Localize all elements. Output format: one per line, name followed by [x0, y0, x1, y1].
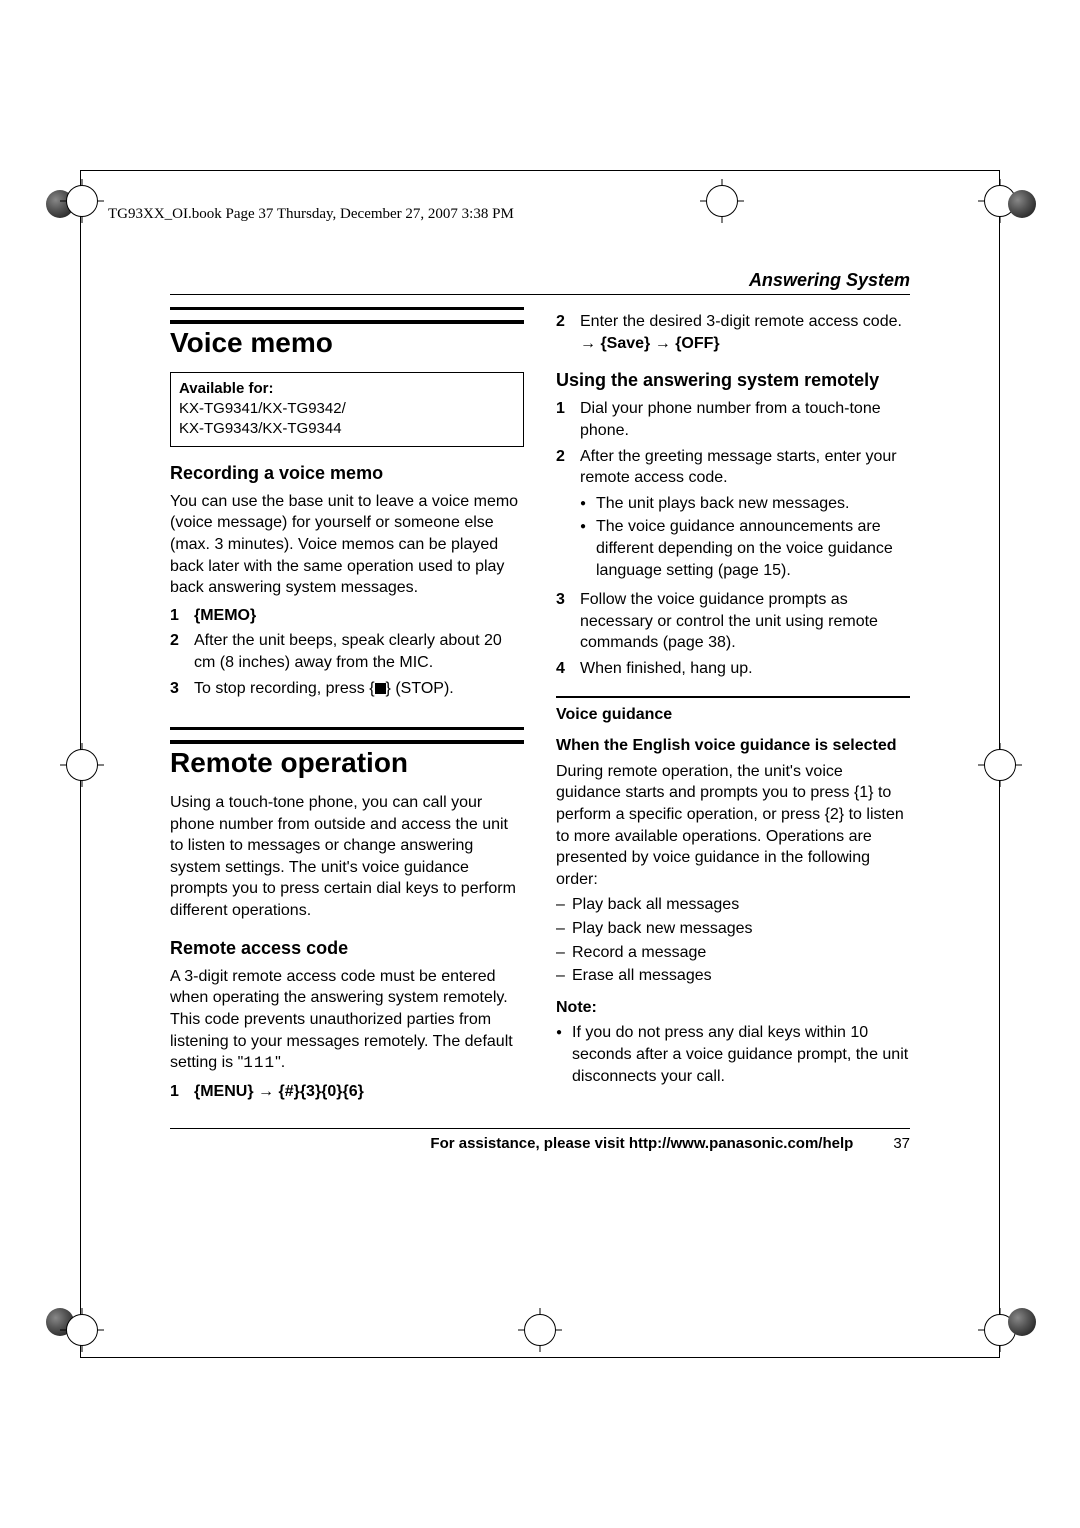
step-text: Follow the voice guidance prompts as nec… — [580, 589, 910, 654]
step: 2 After the greeting message starts, ent… — [556, 446, 910, 586]
page-number: 37 — [893, 1135, 910, 1152]
step: 2Enter the desired 3-digit remote access… — [556, 311, 910, 354]
operations-list: Play back all messages Play back new mes… — [556, 894, 910, 986]
registration-dot — [1008, 1308, 1036, 1336]
sub-bullets: The unit plays back new messages. The vo… — [580, 493, 910, 581]
right-column: 2Enter the desired 3-digit remote access… — [556, 305, 910, 1108]
manual-page: TG93XX_OI.book Page 37 Thursday, Decembe… — [0, 0, 1080, 1528]
heading-using-remotely: Using the answering system remotely — [556, 368, 910, 392]
note-list: If you do not press any dial keys within… — [556, 1022, 910, 1087]
step-text: After the unit beeps, speak clearly abou… — [194, 630, 524, 673]
left-column: Voice memo Available for: KX-TG9341/KX-T… — [170, 305, 524, 1108]
footer-assist: For assistance, please visit http://www.… — [430, 1135, 853, 1152]
heading-voice-memo: Voice memo — [170, 320, 524, 362]
step: 1{MENU} → {#}{3}{0}{6} — [170, 1081, 524, 1103]
step-text: After the greeting message starts, enter… — [580, 446, 910, 586]
list-item: Erase all messages — [556, 965, 910, 987]
bullet: The unit plays back new messages. — [580, 493, 910, 515]
recording-steps: 1{MEMO} 2After the unit beeps, speak cle… — [170, 605, 524, 699]
crosshair-icon — [60, 179, 104, 223]
paragraph: You can use the base unit to leave a voi… — [170, 491, 524, 599]
crosshair-icon — [700, 179, 744, 223]
step: 1Dial your phone number from a touch-ton… — [556, 398, 910, 441]
step: 2After the unit beeps, speak clearly abo… — [170, 630, 524, 673]
box-title: Available for: — [179, 380, 273, 397]
registration-dot — [1008, 190, 1036, 218]
note-title: Note: — [556, 997, 910, 1019]
step-text: {MEMO} — [194, 605, 524, 627]
paragraph: During remote operation, the unit's voic… — [556, 761, 910, 891]
crosshair-icon — [978, 743, 1022, 787]
step: 1{MEMO} — [170, 605, 524, 627]
step-text: Enter the desired 3-digit remote access … — [580, 311, 910, 354]
heading-voice-guidance: Voice guidance — [556, 696, 910, 726]
stop-icon — [375, 683, 386, 694]
step: 4When finished, hang up. — [556, 658, 910, 680]
step-text: {MENU} → {#}{3}{0}{6} — [194, 1081, 524, 1103]
step-text: When finished, hang up. — [580, 658, 910, 680]
access-code-steps: 1{MENU} → {#}{3}{0}{6} — [170, 1081, 524, 1103]
subheading-english-guidance: When the English voice guidance is selec… — [556, 735, 910, 757]
content-area: Answering System Voice memo Available fo… — [170, 270, 910, 1283]
list-item: Play back new messages — [556, 918, 910, 940]
available-for-box: Available for: KX-TG9341/KX-TG9342/ KX-T… — [170, 372, 524, 447]
heading-recording: Recording a voice memo — [170, 461, 524, 485]
crosshair-icon — [518, 1308, 562, 1352]
section-title: Answering System — [170, 270, 910, 295]
list-item: Record a message — [556, 942, 910, 964]
bullet: If you do not press any dial keys within… — [556, 1022, 910, 1087]
step-text: Dial your phone number from a touch-tone… — [580, 398, 910, 441]
heading-remote-operation: Remote operation — [170, 740, 524, 782]
crosshair-icon — [60, 743, 104, 787]
paragraph: Using a touch-tone phone, you can call y… — [170, 792, 524, 922]
step: 3Follow the voice guidance prompts as ne… — [556, 589, 910, 654]
list-item: Play back all messages — [556, 894, 910, 916]
bullet: The voice guidance announcements are dif… — [580, 516, 910, 581]
remote-steps: 1Dial your phone number from a touch-ton… — [556, 398, 910, 679]
box-body: KX-TG9341/KX-TG9342/ KX-TG9343/KX-TG9344 — [179, 400, 346, 437]
heading-remote-access-code: Remote access code — [170, 936, 524, 960]
step: 3To stop recording, press {} (STOP). — [170, 678, 524, 700]
print-header: TG93XX_OI.book Page 37 Thursday, Decembe… — [108, 206, 514, 223]
paragraph: A 3-digit remote access code must be ent… — [170, 966, 524, 1075]
page-footer: For assistance, please visit http://www.… — [170, 1128, 910, 1152]
step-text: To stop recording, press {} (STOP). — [194, 678, 524, 700]
access-code-steps-cont: 2Enter the desired 3-digit remote access… — [556, 311, 910, 354]
crosshair-icon — [60, 1308, 104, 1352]
